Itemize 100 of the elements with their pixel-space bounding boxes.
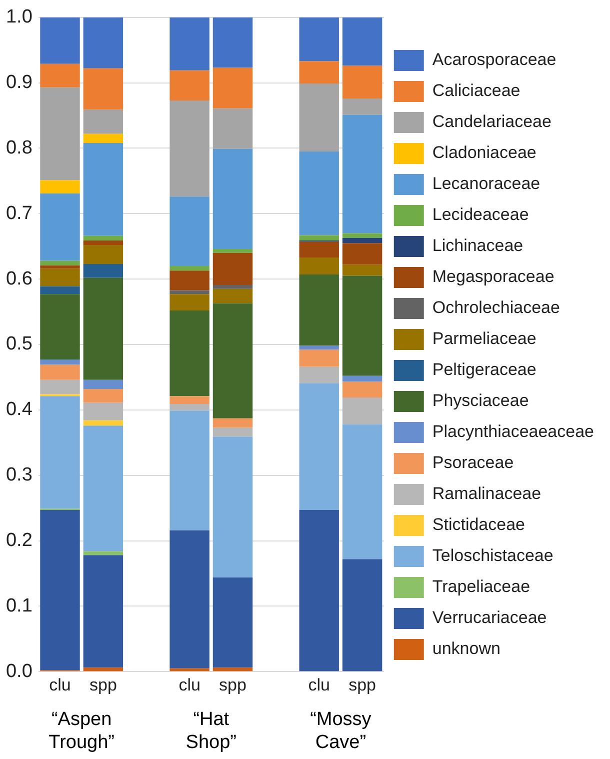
- legend-label: Psoraceae: [432, 453, 514, 472]
- bar: [299, 242, 339, 258]
- bar: [299, 510, 339, 672]
- legend-label: Caliciaceae: [432, 81, 520, 100]
- bar: [212, 436, 253, 578]
- legend-label: Peltigeraceae: [432, 360, 536, 380]
- legend-label: Placynthiaceaeaceae: [432, 422, 594, 442]
- bar: [342, 243, 382, 265]
- bar: [83, 278, 124, 380]
- bar: [83, 264, 124, 278]
- legend-label: Trapeliaceae: [432, 577, 530, 596]
- bar: [342, 66, 382, 99]
- y-tick-label: 0.4: [6, 399, 33, 420]
- bar: [40, 180, 80, 194]
- bar: [170, 17, 210, 70]
- bar: [170, 404, 210, 411]
- bar: [83, 551, 124, 556]
- bar: [212, 248, 253, 253]
- bar: [83, 420, 124, 426]
- bar: [83, 134, 124, 144]
- bar: [170, 668, 210, 672]
- legend-label: Verrucariaceae: [432, 608, 547, 628]
- bar: [170, 290, 210, 294]
- bar: [299, 274, 339, 346]
- bar: [40, 380, 80, 394]
- bar: [170, 100, 210, 197]
- bar: [83, 426, 124, 552]
- bar: [40, 360, 80, 365]
- bar: [83, 388, 124, 403]
- bar: [40, 510, 80, 670]
- bar: [212, 252, 253, 285]
- bar: [299, 257, 339, 274]
- bar: [40, 396, 80, 509]
- legend-label: Lecideaceae: [432, 205, 529, 224]
- text: “Aspen Trough”: [48, 708, 116, 754]
- legend-label: Stictidaceae: [432, 515, 526, 534]
- y-tick-label: 0.9: [6, 72, 32, 94]
- bar: [299, 83, 339, 152]
- text: “Mossy Cave”: [309, 708, 372, 754]
- legend-label: Parmeliaceae: [432, 329, 536, 348]
- x-tick-label: clu: [308, 675, 330, 694]
- legend-label: Candelariaceae: [432, 112, 552, 132]
- bar: [342, 17, 382, 66]
- bar: [40, 17, 80, 64]
- bar: [299, 383, 339, 510]
- bar: [40, 268, 80, 286]
- bar: [83, 17, 124, 68]
- bar: [40, 265, 80, 269]
- bar: [299, 235, 339, 240]
- x-tick-label: clu: [49, 675, 71, 694]
- legend-label: Acarosporaceae: [432, 50, 556, 70]
- bar: [83, 68, 124, 110]
- legend-label: Lecanoraceae: [432, 174, 540, 194]
- y-tick-label: 0.0: [6, 660, 32, 682]
- bar: [40, 286, 80, 294]
- bar: [299, 366, 339, 384]
- y-tick-label: 0.3: [6, 464, 32, 486]
- bar: [40, 87, 80, 180]
- bar: [212, 418, 253, 428]
- y-tick-label: 0.7: [6, 202, 32, 224]
- bar: [40, 193, 80, 261]
- y-tick-label: 0.8: [6, 137, 32, 158]
- bar: [83, 555, 124, 668]
- y-tick-label: 0.1: [6, 595, 32, 616]
- x-tick-label: clu: [178, 675, 200, 694]
- bar: [212, 284, 253, 289]
- x-tick-label: spp: [219, 675, 246, 694]
- legend-label: Cladoniaceae: [432, 143, 536, 162]
- bar: [342, 238, 382, 244]
- bar: [40, 260, 80, 266]
- bar: [170, 196, 210, 266]
- bar: [342, 98, 382, 115]
- bar: [83, 240, 124, 246]
- bar: [83, 668, 124, 672]
- bar: [212, 148, 253, 249]
- legend-label: Ramalinaceae: [432, 484, 542, 504]
- legend-label: Ochrolechiaceae: [432, 298, 560, 318]
- bar: [40, 294, 80, 360]
- y-tick-label: 0.6: [6, 268, 32, 290]
- x-tick-label: spp: [348, 675, 376, 694]
- bar: [83, 143, 124, 236]
- bar: [170, 530, 210, 668]
- y-tick-label: 0.5: [6, 334, 32, 355]
- bar: [170, 270, 210, 290]
- bar: [170, 310, 210, 396]
- bar: [170, 396, 210, 404]
- bar: [40, 64, 80, 88]
- bar: [342, 559, 382, 672]
- legend-label: unknown: [432, 639, 500, 658]
- bar: [212, 108, 253, 149]
- bar: [170, 410, 210, 530]
- bar: [83, 110, 124, 134]
- legend-label: Physciaceae: [432, 391, 529, 410]
- bar: [40, 364, 80, 380]
- bar: [83, 402, 124, 420]
- bar: [342, 114, 382, 234]
- legend-label: Teloschistaceae: [432, 546, 554, 566]
- text: “Hat Shop”: [184, 708, 238, 754]
- bar: [299, 346, 339, 350]
- bar: [212, 428, 253, 437]
